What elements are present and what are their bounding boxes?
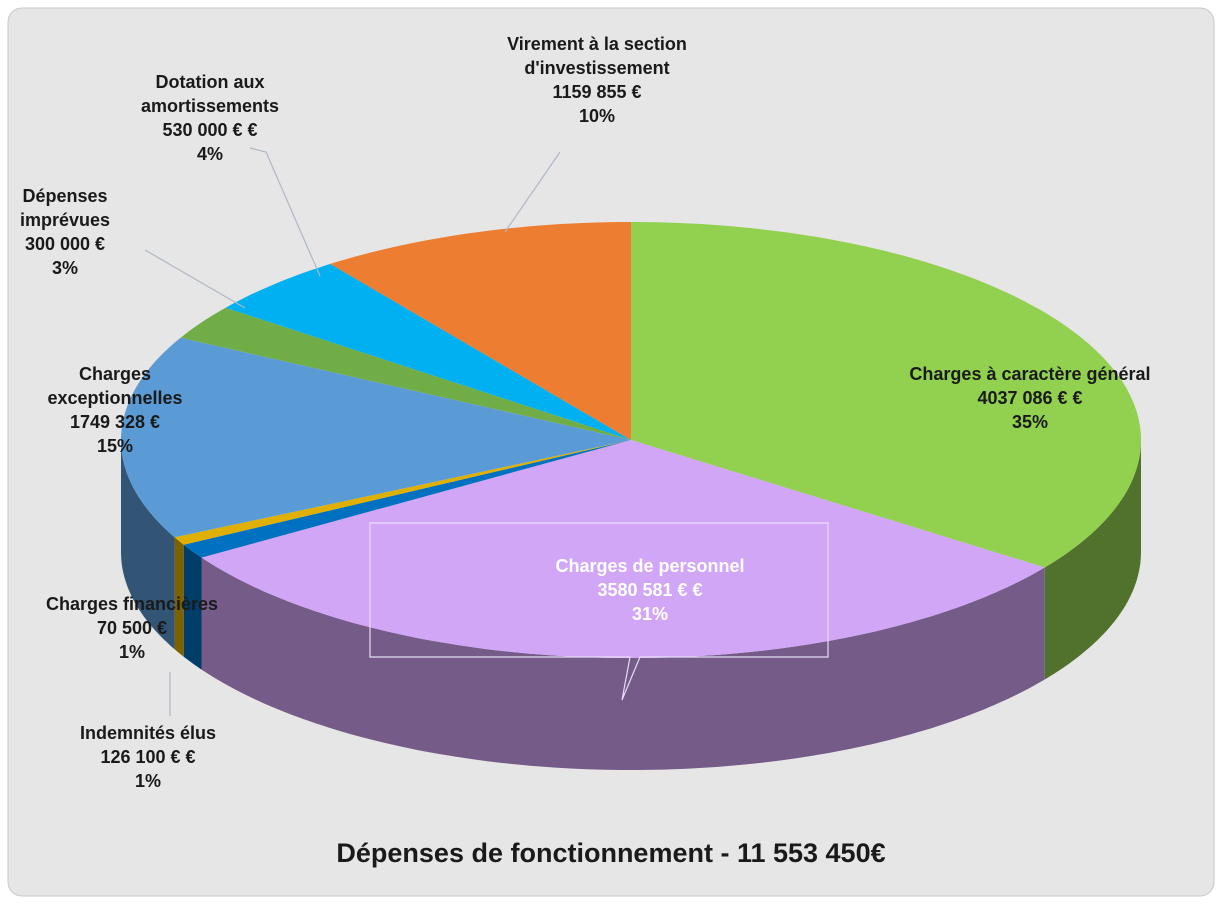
percent-label: 35%	[1011, 412, 1049, 432]
percent-label: 31%	[631, 604, 669, 624]
category-label: Charges de personnel	[555, 556, 745, 576]
data-label: Charges exceptionnelles 1749 328 € 15%	[20, 362, 210, 458]
leader-line	[504, 151, 561, 233]
callout-box	[369, 522, 829, 701]
value-label: 70 500 €	[96, 618, 168, 638]
category-label: Dotation aux amortissements	[140, 72, 280, 116]
pie	[121, 222, 1141, 770]
data-label: Dotation aux amortissements 530 000 € € 4%	[105, 70, 315, 166]
slice	[180, 307, 631, 440]
data-label: Indemnités élus 126 100 € € 1%	[38, 721, 258, 793]
value-label: 530 000 € €	[162, 120, 258, 140]
slice	[201, 440, 1045, 658]
category-label: Charges à caractère général	[909, 364, 1151, 384]
slice	[121, 337, 631, 538]
slice-side	[183, 544, 202, 670]
percent-label: 1%	[118, 642, 145, 662]
leader-line	[144, 249, 246, 309]
value-label: 1749 328 €	[69, 412, 161, 432]
leader-line	[249, 147, 321, 277]
percent-label: 3%	[51, 258, 78, 278]
slice-side	[201, 557, 1045, 770]
percent-label: 10%	[578, 106, 616, 126]
percent-label: 15%	[96, 436, 134, 456]
data-label: Charges de personnel 3580 581 € € 31%	[490, 554, 810, 626]
category-label: Dépenses imprévues	[19, 186, 111, 230]
value-label: 4037 086 € €	[977, 388, 1083, 408]
chart-title: Dépenses de fonctionnement - 11 553 450€	[336, 838, 886, 868]
value-label: 1159 855 €	[552, 82, 642, 102]
data-label: Virement à la section d'investissement 11…	[482, 32, 712, 128]
data-label: Charges financières 70 500 € 1%	[2, 592, 262, 664]
slice	[183, 440, 631, 558]
slice	[631, 222, 1141, 568]
category-label: Charges financières	[45, 594, 219, 614]
category-label: Charges exceptionnelles	[47, 364, 183, 408]
category-label: Indemnités élus	[79, 723, 217, 743]
percent-label: 1%	[134, 771, 161, 791]
value-label: 300 000 €	[24, 234, 106, 254]
category-label: Virement à la section d'investissement	[507, 34, 687, 78]
slice-side	[121, 440, 175, 650]
slice	[330, 222, 631, 440]
slice-side	[1044, 440, 1141, 680]
leader-lines	[144, 147, 561, 716]
slice-side	[174, 537, 184, 657]
value-label: 126 100 € €	[100, 747, 196, 767]
slice	[225, 263, 631, 440]
value-label: 3580 581 € €	[597, 580, 703, 600]
percent-label: 4%	[196, 144, 223, 164]
slice	[174, 440, 631, 545]
data-label: Dépenses imprévues 300 000 € 3%	[0, 184, 130, 280]
data-label: Charges à caractère général 4037 086 € € 3…	[905, 362, 1155, 434]
